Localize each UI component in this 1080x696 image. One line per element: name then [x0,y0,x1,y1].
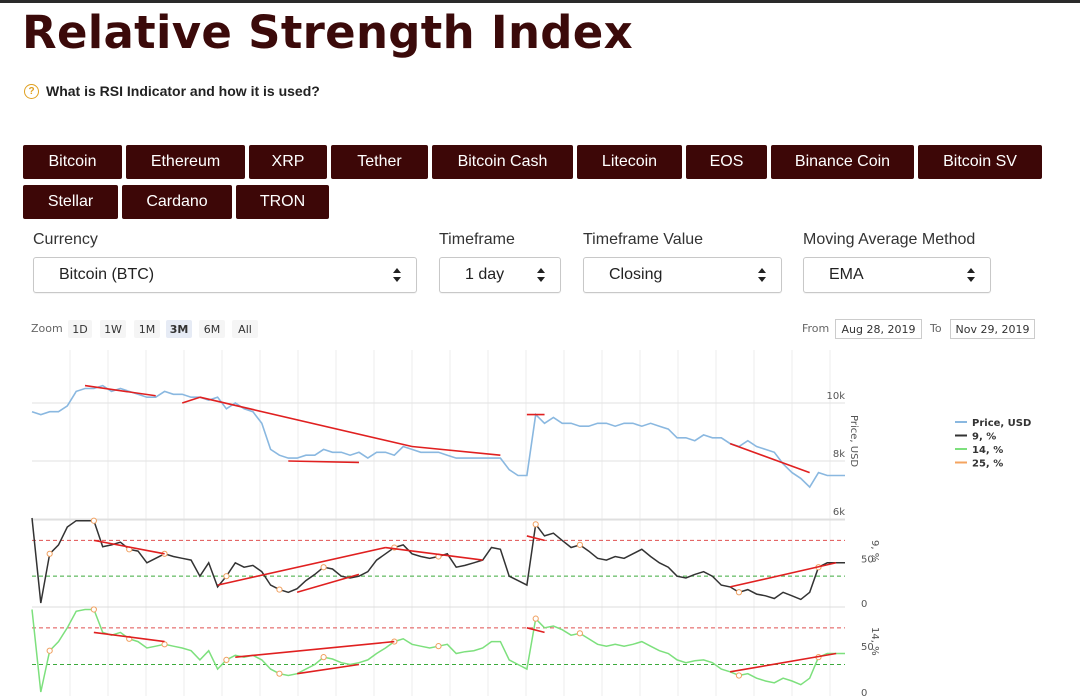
trend-line [84,384,156,397]
legend-label: Price, USD [972,418,1031,429]
ma-method-select-value: EMA [829,266,864,283]
divergence-point [223,656,230,664]
divergence-point [532,615,539,622]
trend-line [93,631,165,643]
top-border [0,0,1080,3]
divergence-point [90,606,97,613]
coin-button-tether[interactable]: Tether [331,145,428,179]
currency-label: Currency [33,231,98,248]
coin-button-bitcoin-sv[interactable]: Bitcoin SV [918,145,1042,179]
rsi-tick-label: 0 [861,599,867,610]
ma-method-label: Moving Average Method [803,231,976,248]
ma-method-select[interactable]: EMA [803,257,991,293]
price-tick-label: 10k [826,391,845,402]
legend-label: 9, % [972,432,996,443]
timeframe-select[interactable]: 1 day [439,257,561,293]
zoom-1w-button[interactable]: 1W [100,320,126,338]
price-tick-label: 6k [833,507,845,518]
trend-line [729,442,810,474]
trend-line [296,573,360,594]
timeframe-value-select[interactable]: Closing [583,257,782,293]
coin-button-bitcoin-cash[interactable]: Bitcoin Cash [432,145,573,179]
question-icon: ? [24,83,39,99]
divergence-point [735,672,743,679]
select-arrows-icon [758,268,766,282]
trend-line [729,561,837,588]
timeframe-label: Timeframe [439,231,515,248]
trend-line [217,546,386,586]
divergence-point [435,643,442,650]
coin-button-litecoin[interactable]: Litecoin [577,145,682,179]
range-from-label: From [802,322,830,335]
trend-line [199,396,413,448]
divergence-point [320,564,327,571]
range-from-input[interactable]: Aug 28, 2019 [835,319,922,339]
price-axis-label: Price, USD [848,415,859,467]
divergence-point [532,521,539,528]
trend-line [729,652,837,673]
zoom-label: Zoom [31,322,63,335]
help-link[interactable]: ? What is RSI Indicator and how it is us… [24,83,320,99]
coin-button-tron[interactable]: TRON [236,185,329,219]
price-tick-label: 8k [833,449,845,460]
coin-button-bitcoin[interactable]: Bitcoin [23,145,122,179]
divergence-point [90,517,97,524]
trend-line [411,445,501,456]
zoom-6m-button[interactable]: 6M [199,320,225,338]
timeframe-value-label: Timeframe Value [583,231,704,248]
divergence-point [576,541,583,548]
zoom-1m-button[interactable]: 1M [134,320,160,338]
divergence-point [576,630,583,637]
divergence-point [46,550,53,557]
trend-line [93,539,165,555]
timeframe-select-value: 1 day [465,266,505,283]
rsi-tick-label: 50 [861,642,874,653]
coin-button-cardano[interactable]: Cardano [122,185,232,219]
zoom-1d-button[interactable]: 1D [68,320,92,338]
trend-line [288,460,359,464]
range-to-label: To [930,322,942,335]
divergence-point [223,573,230,580]
help-link-label: What is RSI Indicator and how it is used… [46,83,320,99]
rsi-axis-label: 14, % [869,627,880,656]
coin-button-eos[interactable]: EOS [686,145,767,179]
legend-label: 25, % [972,459,1003,470]
coin-button-stellar[interactable]: Stellar [23,185,118,219]
legend-label: 14, % [972,445,1003,456]
trend-line [526,535,545,542]
trend-line [526,627,545,634]
rsi-series-line [31,608,845,693]
zoom-3m-button[interactable]: 3M [166,320,192,338]
rsi-tick-label: 50 [861,554,874,565]
currency-select[interactable]: Bitcoin (BTC) [33,257,417,293]
page-title: Relative Strength Index [22,6,633,59]
divergence-point [735,589,743,596]
range-to-input[interactable]: Nov 29, 2019 [950,319,1035,339]
price-series-line [31,384,845,489]
timeframe-value-select-value: Closing [609,266,663,283]
rsi-axis-label: 9, % [869,540,880,562]
select-arrows-icon [537,268,545,282]
divergence-point [320,654,327,661]
select-arrows-icon [393,268,401,282]
trend-line [296,663,360,675]
rsi-series-line [31,517,845,604]
divergence-point [276,670,283,677]
divergence-point [46,647,53,654]
rsi-tick-label: 0 [861,688,867,696]
divergence-point [276,586,283,593]
trend-line [235,640,395,658]
zoom-all-button[interactable]: All [232,320,258,338]
currency-select-value: Bitcoin (BTC) [59,266,155,283]
coin-button-xrp[interactable]: XRP [249,145,327,179]
coin-button-ethereum[interactable]: Ethereum [126,145,245,179]
select-arrows-icon [967,268,975,282]
trend-line [385,546,483,561]
trend-line [181,396,201,404]
coin-button-binance-coin[interactable]: Binance Coin [771,145,914,179]
divergence-point [161,641,168,648]
